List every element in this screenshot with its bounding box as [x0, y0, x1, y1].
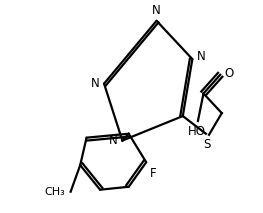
Text: N: N — [91, 77, 99, 90]
Text: CH₃: CH₃ — [44, 187, 65, 197]
Text: N: N — [109, 134, 118, 147]
Text: S: S — [203, 138, 211, 151]
Text: N: N — [152, 4, 161, 17]
Text: O: O — [224, 67, 233, 80]
Text: F: F — [150, 167, 157, 180]
Text: N: N — [197, 50, 206, 63]
Text: HO: HO — [188, 125, 206, 138]
